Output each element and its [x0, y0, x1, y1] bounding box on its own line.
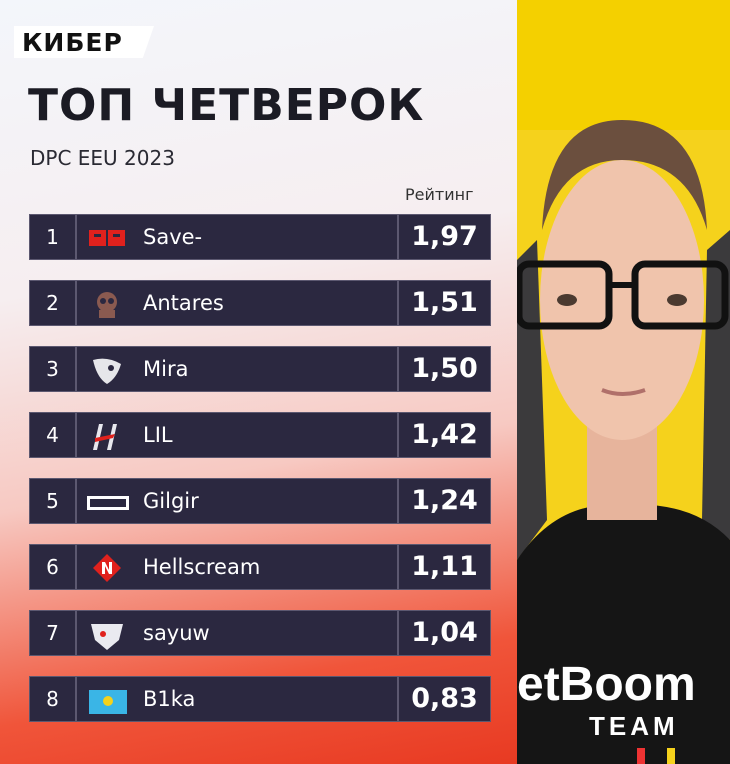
table-row: 2 Antares 1,51	[29, 280, 491, 326]
player-cell: Antares	[76, 280, 398, 326]
player-cell: LIL	[76, 412, 398, 458]
table-row: 6 Hellscream 1,11	[29, 544, 491, 590]
shirt-text: TEAM	[589, 711, 679, 741]
player-cell: Save-	[76, 214, 398, 260]
team-logo	[89, 230, 125, 246]
player-name: Save-	[143, 225, 203, 249]
rating: 1,24	[398, 478, 491, 524]
team-logo	[93, 358, 121, 384]
table-row: 4 LIL 1,42	[29, 412, 491, 458]
shirt-text: etBoom	[517, 658, 696, 711]
rank: 2	[29, 280, 76, 326]
team-logo	[89, 690, 127, 714]
rank: 6	[29, 544, 76, 590]
team-logo	[91, 624, 123, 650]
team-logo	[93, 554, 121, 582]
rating: 1,04	[398, 610, 491, 656]
player-name: B1ka	[143, 687, 196, 711]
rank: 3	[29, 346, 76, 392]
player-cell: B1ka	[76, 676, 398, 722]
player-name: Gilgir	[143, 489, 199, 513]
rating: 0,83	[398, 676, 491, 722]
table-row: 3 Mira 1,50	[29, 346, 491, 392]
logo: КИБЕР	[14, 26, 154, 58]
table-row: 1 Save- 1,97	[29, 214, 491, 260]
subtitle: DPC EEU 2023	[30, 146, 175, 170]
player-name: sayuw	[143, 621, 210, 645]
title: ТОП ЧЕТВЕРОК	[28, 80, 425, 131]
player-name: Antares	[143, 291, 224, 315]
player-cell: Hellscream	[76, 544, 398, 590]
team-logo	[93, 424, 117, 450]
rank: 1	[29, 214, 76, 260]
player-name: Mira	[143, 357, 189, 381]
rank: 7	[29, 610, 76, 656]
rank: 5	[29, 478, 76, 524]
table-row: 7 sayuw 1,04	[29, 610, 491, 656]
rank: 8	[29, 676, 76, 722]
player-name: LIL	[143, 423, 173, 447]
rating: 1,97	[398, 214, 491, 260]
player-cell: sayuw	[76, 610, 398, 656]
rating: 1,51	[398, 280, 491, 326]
logo-text: КИБЕР	[22, 28, 123, 57]
player-name: Hellscream	[143, 555, 261, 579]
rank: 4	[29, 412, 76, 458]
player-photo: etBoom TEAM	[517, 0, 730, 764]
rating: 1,42	[398, 412, 491, 458]
table-row: 5 Gilgir 1,24	[29, 478, 491, 524]
team-logo	[97, 292, 117, 318]
table-row: 8 B1ka 0,83	[29, 676, 491, 722]
rating: 1,11	[398, 544, 491, 590]
column-header: Рейтинг	[405, 185, 474, 204]
team-logo	[87, 496, 129, 510]
player-cell: Mira	[76, 346, 398, 392]
rating: 1,50	[398, 346, 491, 392]
player-cell: Gilgir	[76, 478, 398, 524]
